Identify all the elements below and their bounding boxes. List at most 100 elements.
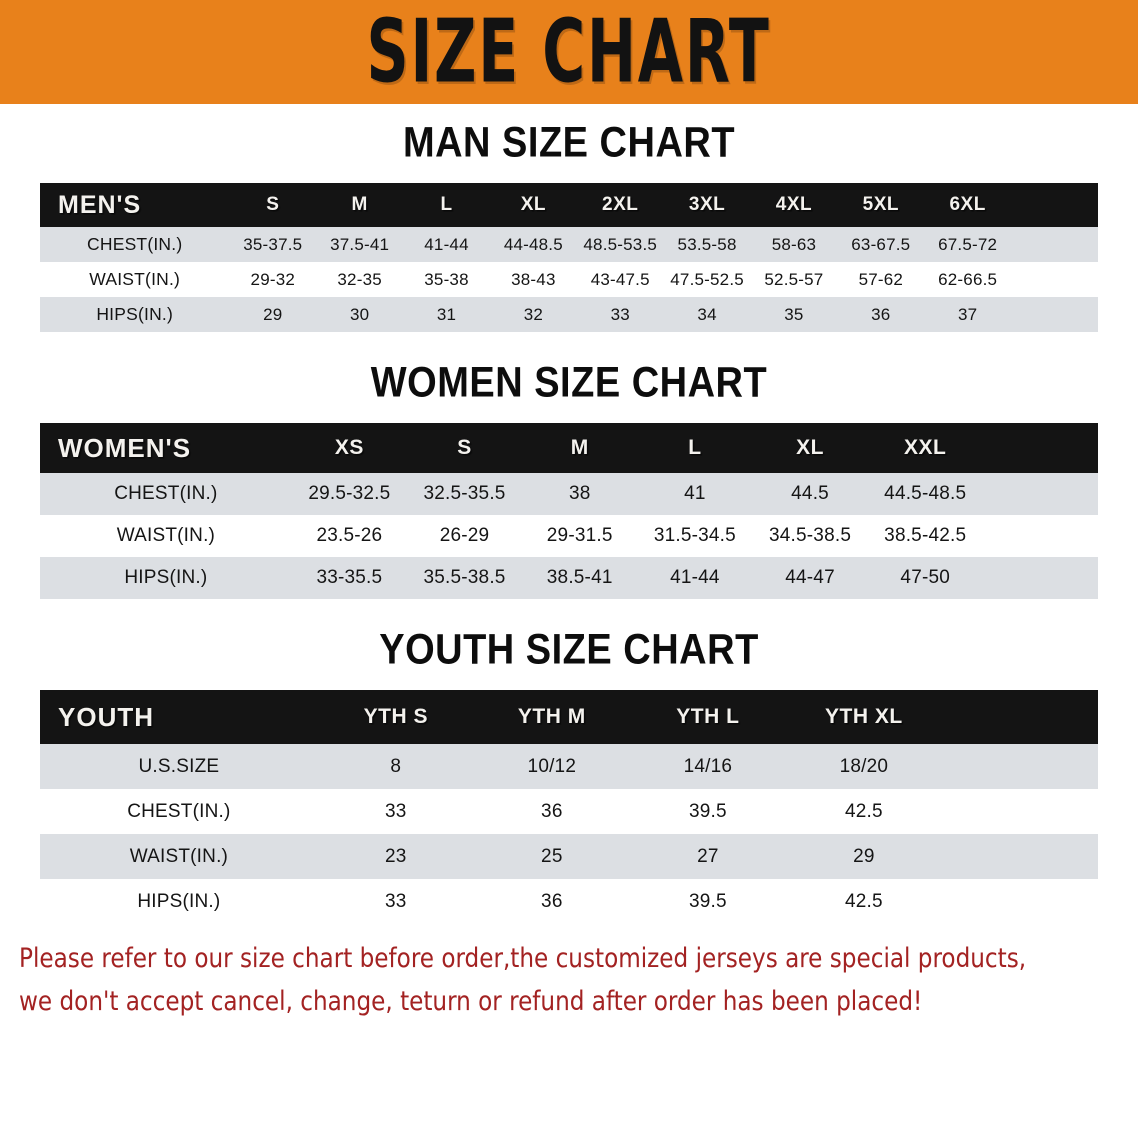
table-row: CHEST(IN.) 29.5-32.5 32.5-35.5 38 41 44.5 44.5… [40,473,1098,515]
table-header-row: WOMEN'S XS S M L XL XXL [40,423,1098,473]
page-title: SIZE CHART [366,1,772,103]
table-cell: 39.5 [629,879,786,924]
table-cell: 37 [924,297,1012,332]
column-header-xl: XL [489,183,577,227]
row-label-hips-in-: HIPS(IN.) [40,297,230,332]
column-header-m: M [316,183,404,227]
table-cell: 67.5-72 [924,227,1012,262]
table-cell: 10/12 [473,744,630,789]
column-header-yth-m: YTH M [473,690,630,744]
column-header-empty [1011,183,1098,227]
table-cell: 35-37.5 [229,227,317,262]
women-size-table: WOMEN'S XS S M L XL XXL CHEST(IN.) 29.5-32.5 32… [40,423,1098,599]
table-cell: 26-29 [406,515,523,557]
row-label-u-s-size: U.S.SIZE [40,744,318,789]
table-cell-empty [1011,227,1098,262]
column-header-empty [982,423,1098,473]
table-cell: 34 [663,297,751,332]
table-cell: 41-44 [637,557,753,599]
table-cell: 31.5-34.5 [637,515,753,557]
table-cell: 33 [317,789,474,834]
row-label-hips-in-: HIPS(IN.) [40,879,318,924]
row-label-waist-in-: WAIST(IN.) [40,834,318,879]
disclaimer-note: Please refer to our size chart before or… [19,924,1086,1024]
youth-size-table-container: YOUTH YTH S YTH M YTH L YTH XL U.S.SIZE 8 10/… [40,690,1098,924]
table-cell: 25 [473,834,630,879]
column-header-empty [941,690,1098,744]
table-cell-empty [982,557,1098,599]
table-cell: 62-66.5 [924,262,1012,297]
row-label-chest-in-: CHEST(IN.) [40,473,292,515]
table-cell-empty [982,515,1098,557]
column-header-yth-l: YTH L [629,690,786,744]
table-cell: 44-48.5 [489,227,577,262]
table-cell: 29 [229,297,317,332]
column-header-5xl: 5XL [837,183,925,227]
women-corner-label: WOMEN'S [40,423,292,473]
table-cell-empty [941,789,1098,834]
disclaimer-line-2: we don't accept cancel, change, teturn o… [19,985,923,1017]
women-section-title: WOMEN SIZE CHART [370,359,768,407]
column-header-m: M [522,423,638,473]
table-cell: 48.5-53.5 [576,227,664,262]
youth-table-header: YOUTH YTH S YTH M YTH L YTH XL [40,690,1098,744]
man-size-table-container: MEN'S S M L XL 2XL 3XL 4XL 5XL 6XL CHEST(IN.) 35-… [40,183,1098,332]
column-header-l: L [403,183,490,227]
table-cell: 38.5-42.5 [867,515,983,557]
column-header-xxl: XXL [867,423,983,473]
table-cell: 38.5-41 [522,557,638,599]
table-cell: 36 [473,879,630,924]
table-cell: 44-47 [752,557,868,599]
table-cell: 29.5-32.5 [291,473,407,515]
table-row: HIPS(IN.) 29 30 31 32 33 34 35 36 37 [40,297,1098,332]
row-label-waist-in-: WAIST(IN.) [40,262,230,297]
table-cell: 44.5 [752,473,868,515]
table-cell-empty [941,834,1098,879]
table-row: CHEST(IN.) 35-37.5 37.5-41 41-44 44-48.5 48.5… [40,227,1098,262]
youth-table-body: U.S.SIZE 8 10/12 14/16 18/20 CHEST(IN.) 33 36 3… [40,744,1098,924]
table-cell: 33-35.5 [291,557,407,599]
table-cell-empty [982,473,1098,515]
table-cell: 44.5-48.5 [867,473,983,515]
table-cell-empty [941,744,1098,789]
table-cell: 32-35 [316,262,404,297]
man-table-header: MEN'S S M L XL 2XL 3XL 4XL 5XL 6XL [40,183,1098,227]
table-cell: 32 [489,297,577,332]
column-header-xs: XS [291,423,407,473]
table-cell: 58-63 [750,227,838,262]
table-row: WAIST(IN.) 23 25 27 29 [40,834,1098,879]
column-header-4xl: 4XL [750,183,838,227]
table-cell: 36 [837,297,925,332]
table-cell: 29-31.5 [522,515,638,557]
table-header-row: MEN'S S M L XL 2XL 3XL 4XL 5XL 6XL [40,183,1098,227]
column-header-3xl: 3XL [663,183,751,227]
table-cell: 34.5-38.5 [752,515,868,557]
table-cell: 35-38 [403,262,490,297]
disclaimer-line-1: Please refer to our size chart before or… [19,943,1027,974]
column-header-l: L [637,423,753,473]
row-label-chest-in-: CHEST(IN.) [40,789,318,834]
man-size-table: MEN'S S M L XL 2XL 3XL 4XL 5XL 6XL CHEST(IN.) 35-… [40,183,1098,332]
column-header-6xl: 6XL [924,183,1012,227]
table-cell: 38 [522,473,638,515]
column-header-xl: XL [752,423,868,473]
table-cell: 14/16 [629,744,786,789]
table-row: WAIST(IN.) 23.5-26 26-29 29-31.5 31.5-34.5 34… [40,515,1098,557]
row-label-waist-in-: WAIST(IN.) [40,515,292,557]
table-cell: 57-62 [837,262,925,297]
table-cell-empty [941,879,1098,924]
table-cell: 27 [629,834,786,879]
table-cell: 47.5-52.5 [663,262,751,297]
table-row: HIPS(IN.) 33-35.5 35.5-38.5 38.5-41 41-44 44-… [40,557,1098,599]
man-table-body: CHEST(IN.) 35-37.5 37.5-41 41-44 44-48.5 48.5… [40,227,1098,332]
column-header-s: S [406,423,523,473]
table-cell: 30 [316,297,404,332]
table-cell: 23 [317,834,474,879]
table-cell: 18/20 [785,744,942,789]
table-cell: 35 [750,297,838,332]
man-corner-label: MEN'S [40,183,230,227]
table-cell: 35.5-38.5 [406,557,523,599]
table-cell-empty [1011,297,1098,332]
table-cell: 29 [785,834,942,879]
table-cell: 41-44 [403,227,490,262]
